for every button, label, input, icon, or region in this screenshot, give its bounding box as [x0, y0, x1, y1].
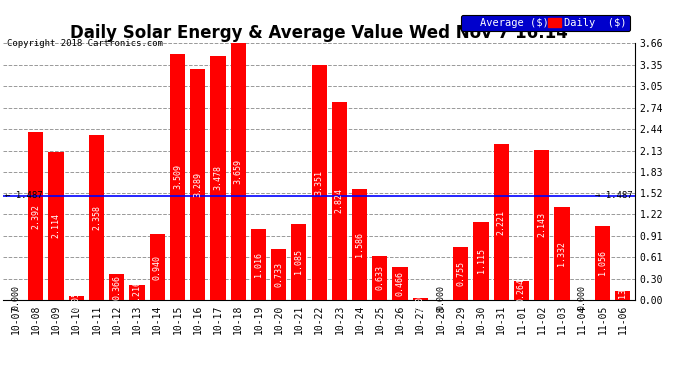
- Text: 0.030: 0.030: [416, 286, 425, 312]
- Bar: [413, 298, 428, 300]
- Text: 3.659: 3.659: [234, 159, 243, 184]
- Text: 2.824: 2.824: [335, 188, 344, 213]
- Text: 0.755: 0.755: [456, 261, 465, 286]
- Bar: [210, 56, 226, 300]
- Text: 1.332: 1.332: [558, 241, 566, 266]
- Bar: [493, 144, 509, 300]
- Text: 3.478: 3.478: [213, 165, 222, 190]
- Text: 2.143: 2.143: [538, 212, 546, 237]
- Bar: [372, 256, 387, 300]
- Text: 3.289: 3.289: [193, 172, 202, 197]
- Legend: Average ($), Daily  ($): Average ($), Daily ($): [461, 15, 629, 32]
- Text: → 1.487: → 1.487: [595, 191, 633, 200]
- Bar: [48, 152, 63, 300]
- Bar: [109, 274, 124, 300]
- Text: 2.221: 2.221: [497, 210, 506, 234]
- Bar: [230, 43, 246, 300]
- Text: 3.509: 3.509: [173, 164, 182, 189]
- Bar: [473, 222, 489, 300]
- Bar: [150, 234, 165, 300]
- Bar: [170, 54, 185, 300]
- Text: 3.351: 3.351: [315, 170, 324, 195]
- Bar: [190, 69, 206, 300]
- Bar: [271, 249, 286, 300]
- Bar: [28, 132, 43, 300]
- Text: 0.366: 0.366: [112, 274, 121, 300]
- Title: Daily Solar Energy & Average Value Wed Nov 7 16:14: Daily Solar Energy & Average Value Wed N…: [70, 24, 568, 42]
- Bar: [595, 226, 610, 300]
- Text: 0.940: 0.940: [152, 255, 161, 279]
- Text: 0.733: 0.733: [274, 262, 283, 287]
- Bar: [453, 247, 469, 300]
- Bar: [615, 291, 630, 300]
- Text: 2.358: 2.358: [92, 205, 101, 230]
- Bar: [291, 224, 306, 300]
- Bar: [130, 285, 145, 300]
- Text: 0.466: 0.466: [395, 271, 404, 296]
- Text: 2.392: 2.392: [31, 204, 40, 228]
- Bar: [251, 229, 266, 300]
- Text: 0.264: 0.264: [517, 278, 526, 303]
- Text: 1.115: 1.115: [477, 248, 486, 273]
- Bar: [534, 150, 549, 300]
- Text: 0.000: 0.000: [578, 285, 586, 310]
- Bar: [554, 207, 569, 300]
- Bar: [514, 282, 529, 300]
- Bar: [312, 65, 326, 300]
- Text: 1.085: 1.085: [295, 249, 304, 274]
- Text: 0.135: 0.135: [618, 283, 627, 308]
- Bar: [69, 297, 84, 300]
- Bar: [352, 189, 367, 300]
- Text: 1.586: 1.586: [355, 232, 364, 257]
- Text: 0.000: 0.000: [11, 285, 20, 310]
- Text: 0.633: 0.633: [375, 265, 384, 290]
- Text: ← 1.487: ← 1.487: [6, 191, 43, 200]
- Bar: [393, 267, 408, 300]
- Text: 2.114: 2.114: [52, 213, 61, 238]
- Text: 0.050: 0.050: [72, 286, 81, 311]
- Text: Copyright 2018 Cartronics.com: Copyright 2018 Cartronics.com: [7, 39, 163, 48]
- Text: 1.056: 1.056: [598, 251, 607, 276]
- Bar: [332, 102, 347, 300]
- Bar: [89, 135, 104, 300]
- Text: 0.000: 0.000: [436, 285, 445, 310]
- Text: 0.216: 0.216: [132, 280, 141, 305]
- Text: 1.016: 1.016: [254, 252, 263, 277]
